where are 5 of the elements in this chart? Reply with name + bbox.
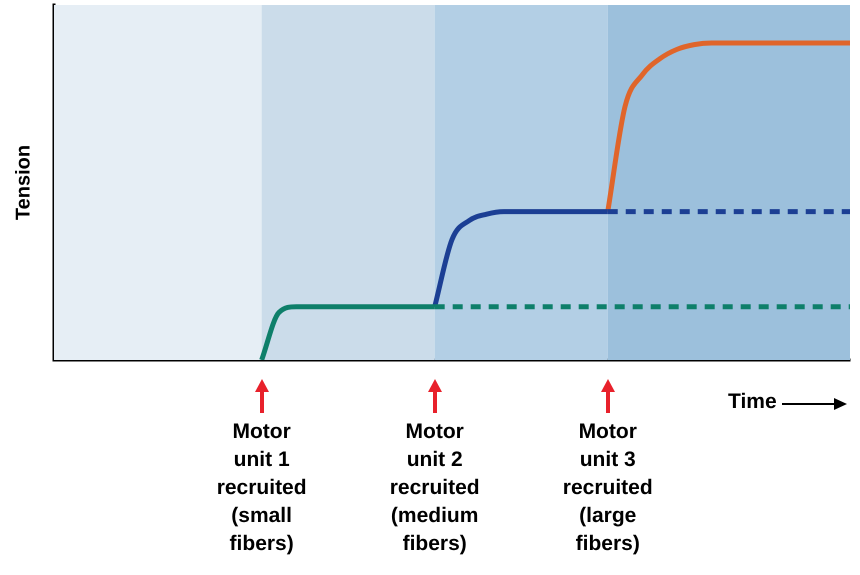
text: Motor unit 2 recruited (medium fibers) (390, 419, 480, 557)
text: Motor unit 1 recruited (small fibers) (216, 419, 307, 557)
x-axis-title: Time (728, 390, 777, 414)
text: Motor unit 3 recruited (large fibers) (562, 419, 653, 557)
y-axis-title: Tension (12, 144, 35, 220)
